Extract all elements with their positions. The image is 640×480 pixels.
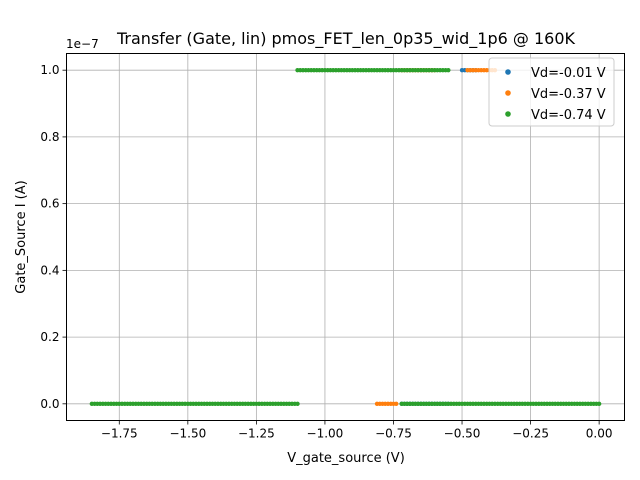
x-tick-label: −1.75	[101, 427, 138, 441]
data-point	[446, 67, 451, 73]
y-tick-label: 0.8	[40, 130, 59, 144]
plot-frame	[66, 53, 625, 421]
data-points	[89, 67, 602, 407]
y-tick-label: 0.2	[40, 330, 59, 344]
y-axis-label: Gate_Source I (A)	[14, 180, 29, 293]
x-tick-label: −0.50	[444, 427, 481, 441]
legend-marker	[505, 69, 511, 75]
axis-ticks: −1.75 −1.50 −1.25 −1.00 −0.75 −0.50 −0.25 0.00 0…	[40, 63, 612, 440]
legend-marker	[505, 90, 511, 96]
data-point	[394, 401, 399, 407]
legend: Vd=-0.01 V Vd=-0.37 V Vd=-0.74 V	[488, 57, 615, 127]
x-tick-label: −0.75	[375, 427, 412, 441]
x-tick-label: −1.00	[307, 427, 344, 441]
y-tick-label: 0.6	[40, 197, 59, 211]
chart-title: Transfer (Gate, lin) pmos_FET_len_0p35_w…	[116, 29, 576, 49]
legend-box	[488, 57, 615, 127]
x-tick-label: −1.50	[169, 427, 206, 441]
data-point	[596, 401, 602, 407]
legend-label: Vd=-0.74 V	[531, 108, 606, 123]
y-tick-label: 0.0	[40, 397, 59, 411]
x-axis-label: V_gate_source (V)	[287, 451, 405, 466]
data-point	[295, 401, 300, 407]
legend-marker	[505, 111, 511, 117]
y-offset-label: 1e−7	[66, 37, 99, 51]
y-tick-label: 0.4	[40, 263, 59, 277]
legend-label: Vd=-0.37 V	[531, 87, 606, 102]
x-tick-label: −0.25	[512, 427, 549, 441]
x-tick-label: −1.25	[238, 427, 275, 441]
legend-label: Vd=-0.01 V	[531, 66, 606, 81]
y-tick-label: 1.0	[40, 63, 59, 77]
x-tick-label: 0.00	[586, 427, 613, 441]
